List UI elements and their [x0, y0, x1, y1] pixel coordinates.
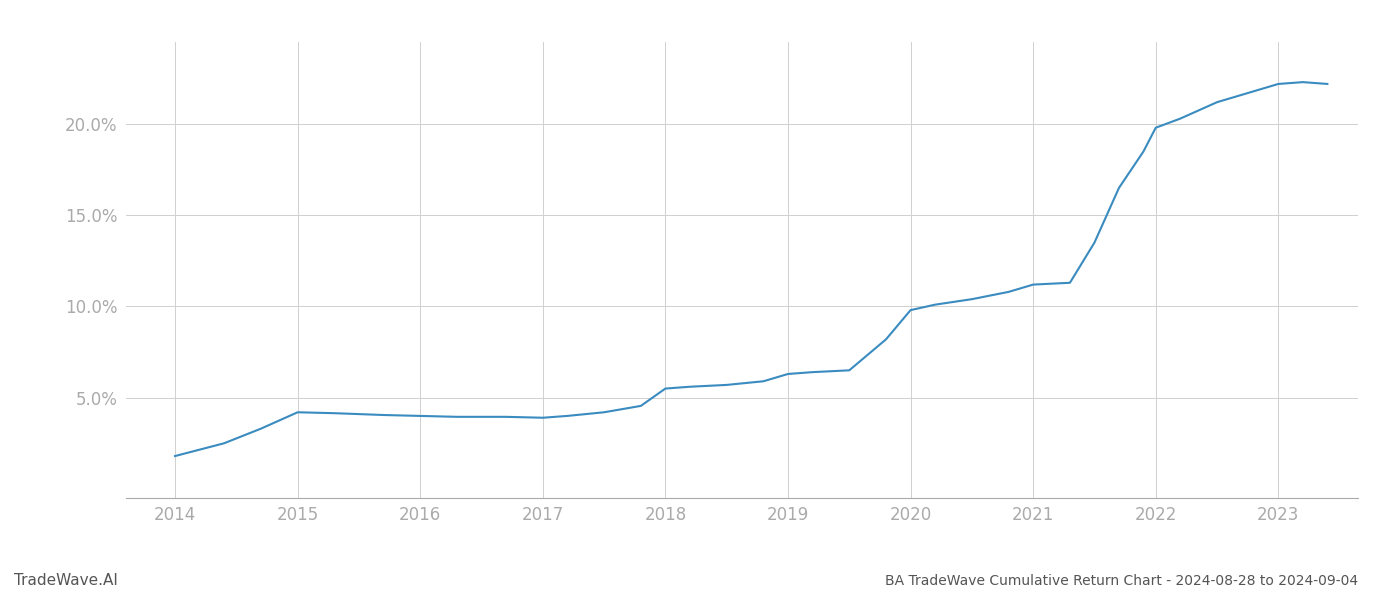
Text: BA TradeWave Cumulative Return Chart - 2024-08-28 to 2024-09-04: BA TradeWave Cumulative Return Chart - 2… [885, 574, 1358, 588]
Text: TradeWave.AI: TradeWave.AI [14, 573, 118, 588]
